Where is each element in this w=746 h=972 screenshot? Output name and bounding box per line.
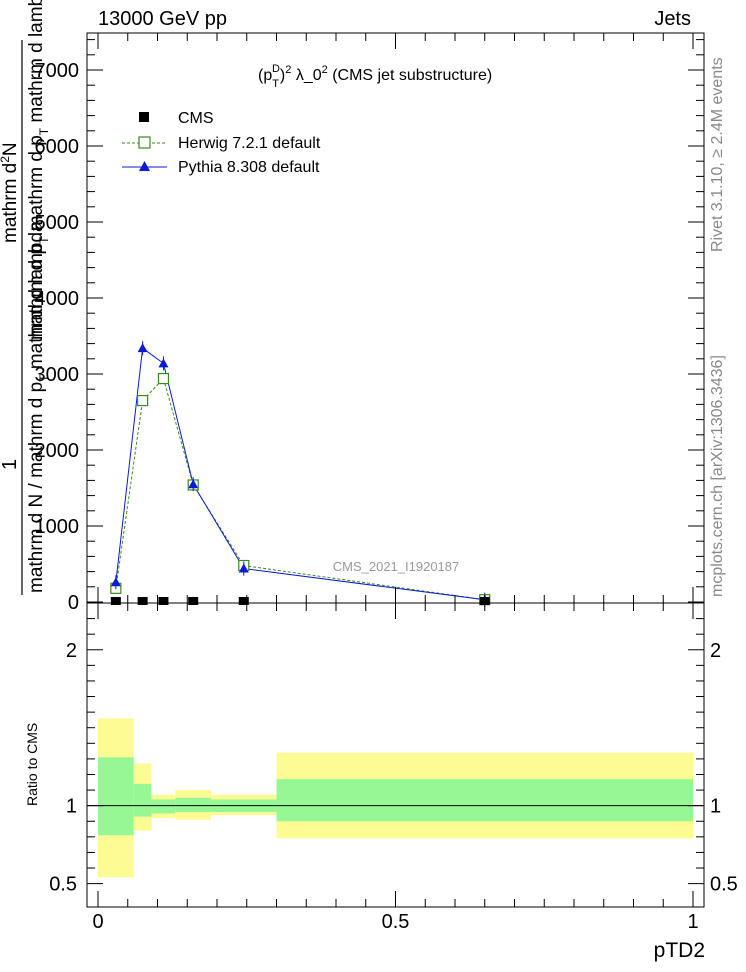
ylabel-bottom: mathrm d N / mathrm d pT mathrm d lambda [26, 221, 51, 593]
header-left: 13000 GeV pp [98, 8, 227, 30]
main-y-tick-label: 5000 [35, 212, 80, 234]
ylabel-top2-tail-sub: T [37, 127, 51, 135]
legend-herwig-label: Herwig 7.2.1 default [178, 135, 321, 152]
pythia-line [115, 347, 485, 601]
header-right: Jets [654, 8, 691, 30]
pythia-point [158, 358, 169, 368]
x-tick-label: 0.5 [382, 911, 410, 933]
analysis-label: CMS_2021_I1920187 [333, 559, 460, 574]
title-sq2: 2 [322, 64, 328, 76]
pythia-point [188, 479, 199, 489]
pythia-point [137, 343, 148, 353]
title-tail: (CMS jet substructure) [328, 67, 492, 84]
cms-point [137, 597, 148, 605]
title-mid: λ_0 [291, 67, 321, 84]
ratio-y-axis-label: Ratio to CMS [24, 723, 40, 806]
ratio-y-tick-label-left: 0.5 [49, 874, 77, 896]
legend-pythia-label: Pythia 8.308 default [178, 159, 320, 176]
cms-point [110, 597, 121, 605]
x-tick-label: 1 [687, 911, 698, 933]
main-y-axis-label: 1 mathrm d N / mathrm d pT mathrm d lamb… [0, 0, 51, 595]
legend-cms-label: CMS [178, 110, 214, 127]
title-close: ) [280, 67, 285, 84]
main-y-tick-label: 3000 [35, 364, 80, 386]
ylabel-top2-tail: mathrm d p [26, 135, 47, 236]
title-sup: D [272, 63, 280, 75]
ratio-y-tick-label-left: 1 [66, 796, 77, 818]
ratio-green-band [133, 783, 152, 817]
ratio-panel: 0.5 0.5 1 1 2 2 [49, 602, 738, 908]
pythia-point [110, 577, 121, 587]
cms-point [188, 597, 199, 605]
main-panel: 0 1000 2000 3000 4000 5000 6000 7000 [35, 32, 705, 614]
rivet-label: Rivet 3.1.10, ≥ 2.4M events [709, 57, 726, 252]
ylabel-top2: mathrm d pT mathrm d pT mathrm d lambda [26, 0, 51, 340]
ylabel-top: mathrm d2N [0, 142, 21, 243]
title-sq: 2 [285, 64, 291, 76]
ratio-bands [98, 718, 693, 878]
ratio-green-band [175, 797, 212, 812]
main-y-tick-label: 0 [68, 592, 79, 614]
pythia-point [238, 563, 249, 573]
legend: CMS Herwig 7.2.1 default Pythia 8.308 de… [122, 110, 321, 176]
mcplots-label: mcplots.cern.ch [arXiv:1306.3436] [709, 355, 726, 597]
ylabel-top2-sub: T [37, 236, 51, 244]
main-y-tick-label: 4000 [35, 288, 80, 310]
legend-cms-marker [139, 112, 149, 122]
ylabel-one: 1 [0, 459, 21, 470]
legend-herwig-marker [138, 136, 151, 149]
title-sub: T [272, 78, 279, 90]
ylabel-top2-main: mathrm d p [26, 244, 47, 340]
cms-point [158, 597, 169, 605]
ratio-green-band [276, 779, 693, 822]
main-y-tick-label: 6000 [35, 136, 80, 158]
ratio-y-tick-label-right: 1 [710, 796, 721, 818]
ratio-green-band [151, 799, 176, 814]
ylabel-top-sup: 2 [0, 156, 12, 163]
main-y-tick-label: 1000 [35, 516, 80, 538]
title-open: (p [258, 67, 272, 84]
ylabel-bottom-main: mathrm d N / mathrm d p [26, 382, 47, 593]
legend-pythia-marker [139, 161, 150, 171]
ratio-y-tick-label-left: 2 [66, 640, 77, 662]
ylabel-bottom-tail: mathrm d lambda [26, 221, 47, 375]
ratio-green-band [98, 757, 134, 836]
ylabel-top-tail: N [0, 142, 21, 156]
main-y-ticks: 0 1000 2000 3000 4000 5000 6000 7000 [35, 39, 704, 614]
herwig-line [115, 377, 485, 601]
ylabel-top2-end: mathrm d lambda [26, 0, 47, 128]
ratio-y-tick-label-right: 2 [710, 640, 721, 662]
cms-point [238, 597, 249, 605]
ylabel-top-main: mathrm d [0, 163, 21, 243]
x-axis-label: pTD2 [654, 939, 705, 962]
ratio-y-tick-label-right: 0.5 [710, 874, 738, 896]
x-axis-ticks: 0 0.5 1 [92, 33, 699, 933]
main-y-tick-label: 2000 [35, 440, 80, 462]
herwig-point [137, 395, 149, 407]
chart-title: (pTD)2 λ_02 (CMS jet substructure) [258, 63, 492, 90]
ylabel-bottom-sub: T [37, 374, 51, 382]
x-tick-label: 0 [92, 911, 103, 933]
main-y-tick-label: 7000 [35, 60, 80, 82]
ratio-y-ticks: 0.5 0.5 1 1 2 2 [49, 618, 738, 896]
herwig-point [157, 372, 170, 385]
